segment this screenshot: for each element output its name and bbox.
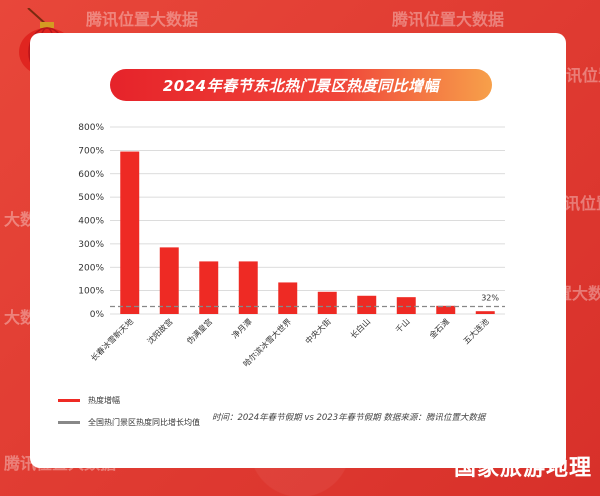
legend-bar-label: 热度增幅 [88, 396, 120, 405]
x-tick-label: 中央大街 [303, 316, 333, 346]
bar [396, 297, 416, 314]
bar [120, 151, 140, 314]
x-tick-label: 沈阳故宫 [145, 316, 175, 346]
watermark: 腾讯位置大数据 [392, 10, 505, 29]
chart-panel: 2024年春节东北热门景区热度同比增幅 0% 100% 200% 300% 400% 50… [30, 33, 566, 468]
legend-average: 全国热门景区热度同比增长均值 [58, 417, 200, 428]
legend-bar-swatch [58, 399, 80, 402]
y-tick-label: 200% [78, 263, 104, 273]
x-tick-label: 千山 [393, 316, 411, 334]
legend-bar: 热度增幅 [58, 395, 120, 406]
bar [436, 305, 456, 314]
y-tick-label: 500% [78, 193, 104, 203]
footnote: 时间：2024年春节假期 vs 2023年春节假期 数据来源：腾讯位置大数据 [212, 413, 486, 423]
bar [475, 311, 495, 314]
x-tick-label: 净月潭 [230, 316, 254, 340]
x-tick-label: 金石滩 [427, 316, 451, 340]
x-tick-label: 长白山 [348, 316, 372, 340]
y-tick-label: 100% [78, 287, 104, 297]
bar [159, 247, 179, 314]
chart-title: 2024年春节东北热门景区热度同比增幅 [110, 69, 492, 101]
bar [199, 261, 219, 314]
y-tick-label: 700% [78, 146, 104, 156]
bar [357, 295, 377, 314]
watermark: 腾讯位置大数据 [86, 10, 199, 29]
y-tick-label: 300% [78, 240, 104, 250]
legend-average-swatch [58, 421, 80, 424]
y-tick-label: 600% [78, 170, 104, 180]
average-line-label: 32% [481, 294, 499, 303]
brand-logo-text: 国家旅游地理 [453, 455, 592, 481]
bar-chart: 0% 100% 200% 300% 400% 500% 600% 700% 800% 长春冰雪新天… [78, 123, 505, 369]
bar [317, 291, 337, 314]
legend-average-label: 全国热门景区热度同比增长均值 [88, 418, 200, 427]
x-tick-label: 伪满皇宫 [184, 316, 214, 346]
y-tick-label: 800% [78, 123, 104, 133]
x-tick-label: 长春冰雪新天地 [88, 316, 135, 363]
bar [238, 261, 258, 314]
x-tick-label: 五大连池 [461, 316, 491, 346]
y-tick-label: 0% [90, 310, 105, 320]
y-tick-label: 400% [78, 217, 104, 227]
bar [278, 282, 298, 314]
